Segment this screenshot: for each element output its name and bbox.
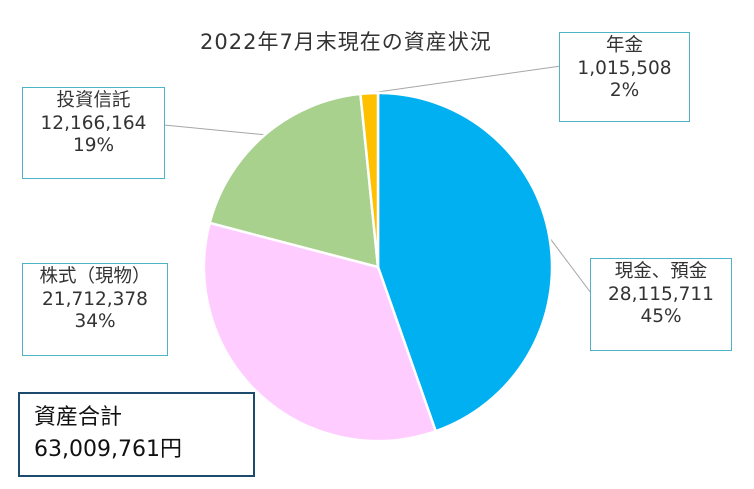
leader-line bbox=[163, 124, 265, 136]
total-assets-box: 資産合計 63,009,761円 bbox=[18, 392, 255, 477]
pie-slice-genkin-yokin bbox=[376, 91, 554, 433]
total-assets-value: 63,009,761円 bbox=[34, 436, 182, 462]
pie-slice-toushi-shintaku bbox=[208, 92, 380, 269]
slice-value-label: 21,712,378 bbox=[42, 288, 148, 310]
slice-percent-label: 2% bbox=[609, 80, 640, 102]
slice-value-label: 12,166,164 bbox=[40, 112, 147, 134]
slice-percent-label: 45% bbox=[640, 306, 682, 328]
slice-percent-label: 34% bbox=[74, 311, 116, 333]
chart-title: 2022年7月末現在の資産状況 bbox=[200, 30, 492, 54]
data-label-nenkin: 年金 1,015,508 2% bbox=[559, 32, 690, 122]
data-label-kabushiki: 株式（現物） 21,712,378 34% bbox=[22, 263, 168, 356]
slice-percent-label: 19% bbox=[72, 135, 115, 157]
slice-value-label: 28,115,711 bbox=[608, 283, 714, 305]
pie-slice-kabushiki bbox=[202, 221, 438, 443]
pie-slices bbox=[202, 91, 554, 443]
data-label-genkin-yokin: 現金、預金 28,115,711 45% bbox=[590, 258, 732, 351]
slice-name-label: 投資信託 bbox=[56, 90, 131, 111]
slice-value-label: 1,015,508 bbox=[577, 57, 672, 79]
data-label-toushi-shintaku: 投資信託 12,166,164 19% bbox=[22, 87, 165, 179]
pie-slice-nenkin bbox=[359, 91, 380, 268]
total-assets-label: 資産合計 bbox=[34, 405, 123, 430]
slice-name-label: 現金、預金 bbox=[614, 261, 708, 282]
slice-name-label: 株式（現物） bbox=[39, 266, 151, 287]
slice-name-label: 年金 bbox=[605, 35, 643, 56]
leader-line bbox=[369, 65, 562, 94]
